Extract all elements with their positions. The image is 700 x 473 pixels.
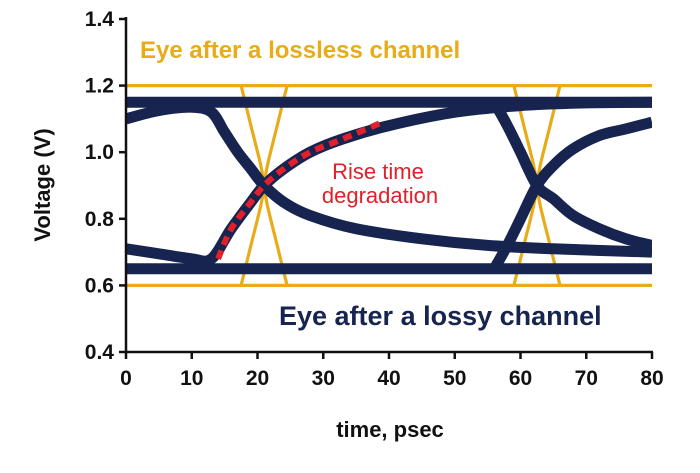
lossy-eye-label: Eye after a lossy channel [279, 301, 602, 331]
x-tick-label: 40 [377, 367, 400, 390]
y-tick-label: 1.0 [85, 141, 114, 164]
lossy-eye-trace-11 [489, 116, 652, 272]
chart-traces [126, 84, 652, 287]
y-axis-title: Voltage (V) [30, 128, 55, 241]
chart-ticks: 0.4 0.6 0.8 1.0 1.2 1.4 0 10 20 30 40 50 60 70 80 [85, 8, 664, 390]
rise-time-highlight-trace [215, 119, 384, 260]
lossy-eye-trace-9 [126, 96, 652, 267]
x-tick-label: 80 [640, 367, 663, 390]
trace-layer [126, 84, 652, 287]
y-tick-label: 0.4 [85, 341, 115, 364]
x-axis-title: time, psec [336, 417, 444, 442]
x-tick-label: 20 [246, 367, 269, 390]
y-tick-label: 1.2 [85, 75, 114, 98]
x-tick-label: 50 [443, 367, 466, 390]
y-tick-label: 1.4 [85, 8, 115, 31]
rise-time-label-line2: degradation [322, 183, 438, 208]
y-tick-label: 0.6 [85, 274, 114, 297]
y-tick-label: 0.8 [85, 208, 115, 231]
x-tick-label: 60 [509, 367, 532, 390]
x-tick-label: 70 [575, 367, 598, 390]
x-tick-label: 0 [120, 367, 132, 390]
x-tick-label: 30 [312, 367, 335, 390]
lossy-eye-trace-10 [489, 99, 652, 251]
lossless-eye-label: Eye after a lossless channel [140, 37, 460, 64]
rise-time-label-line1: Rise time [332, 159, 424, 184]
x-tick-label: 10 [180, 367, 203, 390]
